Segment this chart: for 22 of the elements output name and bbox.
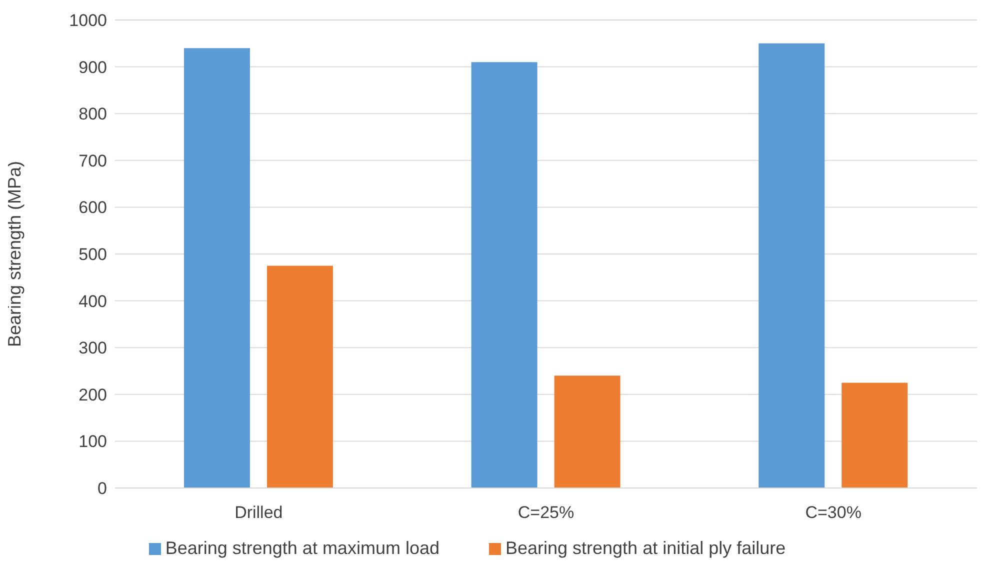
bar [184, 48, 250, 488]
y-tick-label: 800 [78, 104, 107, 124]
y-tick-label: 600 [78, 198, 107, 218]
y-tick-label: 1000 [69, 11, 107, 30]
y-tick-label: 300 [78, 338, 107, 358]
y-tick-label: 200 [78, 385, 107, 404]
bar [554, 376, 620, 488]
bar [842, 382, 908, 488]
bar [758, 43, 825, 488]
y-tick-label: 0 [98, 479, 107, 498]
y-tick-label: 400 [78, 292, 107, 311]
legend-label: Bearing strength at maximum load [165, 538, 440, 558]
bar [471, 62, 538, 488]
x-tick-label: Drilled [234, 503, 283, 522]
legend-label: Bearing strength at initial ply failure [505, 538, 786, 558]
y-tick-label: 100 [78, 432, 107, 452]
y-tick-label: 500 [78, 245, 107, 264]
y-tick-label: 900 [78, 58, 107, 77]
x-tick-label: C=25% [518, 503, 574, 522]
x-tick-label: C=30% [805, 503, 862, 522]
bar [266, 266, 333, 488]
y-tick-label: 700 [78, 151, 107, 170]
